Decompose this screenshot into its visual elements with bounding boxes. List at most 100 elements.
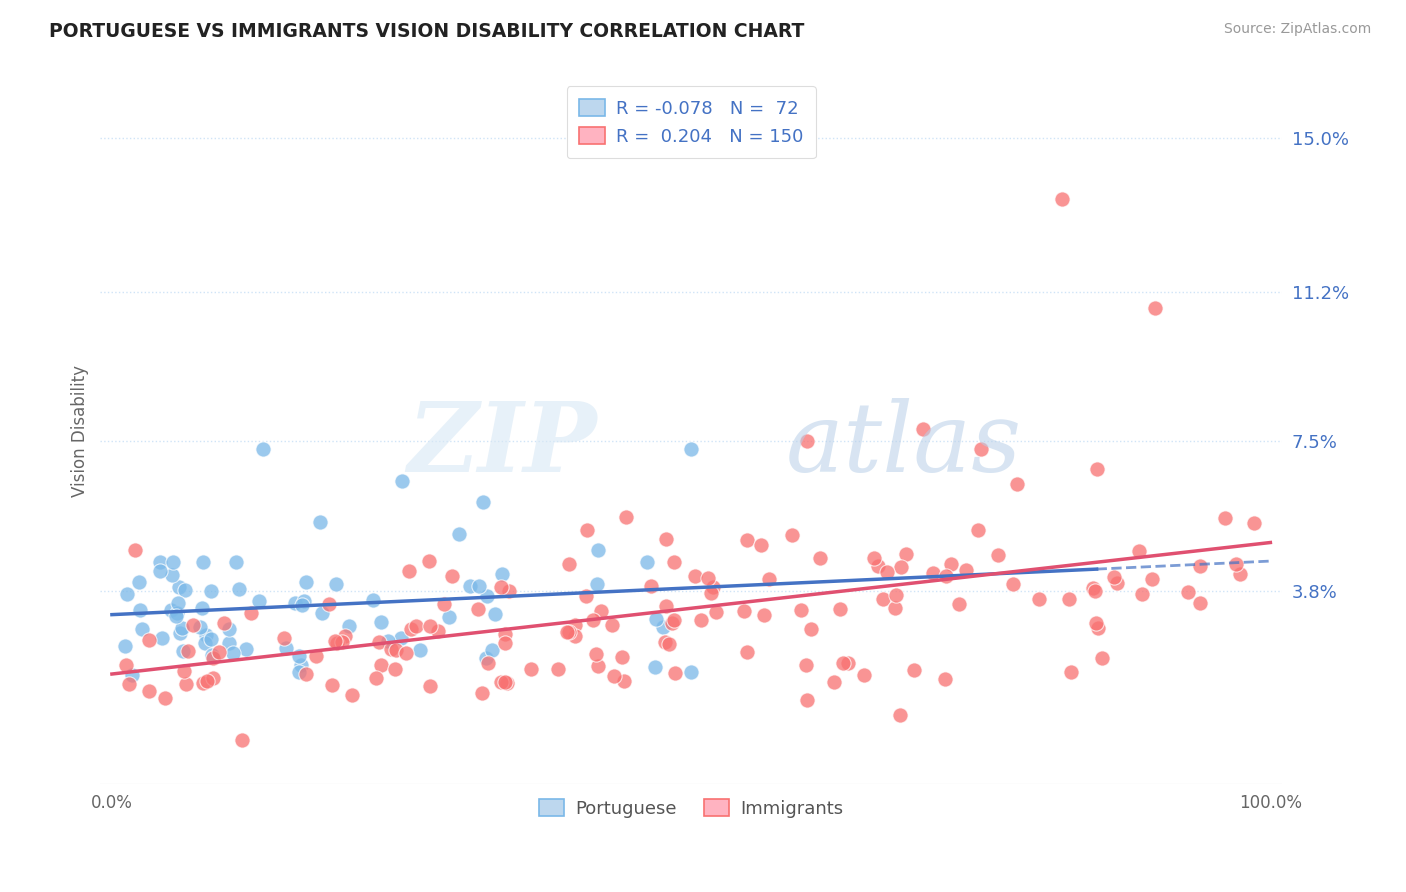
Point (471, 686, 494, 700)
Point (644, 660, 666, 674)
Point (800, 622, 823, 636)
Point (309, 515, 332, 529)
Point (370, 657, 392, 672)
Point (475, 590, 498, 604)
Point (467, 601, 489, 615)
Point (333, 629, 356, 643)
Point (661, 616, 683, 631)
Point (212, 615, 235, 630)
Point (955, 563, 977, 577)
Point (385, 643, 408, 657)
Point (494, 626, 516, 640)
Point (172, 621, 194, 635)
Point (201, 648, 224, 663)
Point (603, 669, 626, 683)
Point (398, 564, 420, 578)
Point (361, 592, 384, 607)
Point (690, 613, 713, 627)
Point (1002, 576, 1025, 591)
Point (830, 601, 852, 615)
Point (311, 606, 333, 620)
Point (520, 662, 543, 676)
Point (890, 560, 912, 574)
Point (780, 528, 803, 542)
Point (498, 583, 520, 598)
Point (664, 613, 686, 627)
Point (292, 594, 315, 608)
Point (325, 635, 347, 649)
Point (831, 656, 853, 670)
Point (922, 566, 945, 580)
Point (1085, 462, 1108, 476)
Point (291, 598, 314, 612)
Point (640, 579, 662, 593)
Point (884, 601, 907, 615)
Point (395, 646, 418, 660)
Point (1188, 559, 1211, 574)
Point (489, 580, 512, 594)
Point (118, 677, 141, 691)
Point (651, 620, 673, 634)
Point (225, 555, 247, 569)
Point (1028, 592, 1050, 607)
Point (796, 657, 818, 672)
Point (195, 628, 218, 642)
Point (589, 604, 612, 618)
Point (160, 602, 183, 616)
Point (475, 650, 498, 665)
Point (1091, 651, 1114, 665)
Point (340, 688, 363, 702)
Point (121, 668, 143, 682)
Point (273, 631, 295, 645)
Point (202, 651, 225, 665)
Point (491, 566, 513, 581)
Point (557, 624, 579, 639)
Point (330, 635, 353, 649)
Point (484, 607, 506, 621)
Point (575, 589, 598, 603)
Point (418, 554, 440, 568)
Point (586, 658, 609, 673)
Point (129, 603, 152, 617)
Point (547, 662, 569, 676)
Text: ZIP: ZIP (406, 398, 596, 492)
Point (796, 693, 818, 707)
Point (228, 582, 250, 596)
Point (288, 649, 311, 664)
Point (496, 676, 519, 690)
Point (1102, 569, 1125, 583)
Point (218, 636, 240, 650)
Point (173, 583, 195, 598)
Point (602, 618, 624, 632)
Point (1143, 301, 1166, 315)
Point (426, 624, 449, 639)
Point (911, 422, 934, 436)
Point (758, 573, 780, 587)
Y-axis label: Vision Disability: Vision Disability (72, 365, 89, 497)
Point (948, 597, 970, 611)
Point (1140, 572, 1163, 586)
Point (1188, 596, 1211, 610)
Point (131, 622, 153, 636)
Point (124, 543, 146, 558)
Point (231, 733, 253, 747)
Point (449, 527, 471, 541)
Point (339, 619, 361, 633)
Point (970, 442, 993, 456)
Point (681, 665, 703, 679)
Point (468, 579, 491, 593)
Point (181, 618, 204, 632)
Point (201, 671, 224, 685)
Point (494, 674, 516, 689)
Point (586, 577, 609, 591)
Point (1130, 587, 1153, 601)
Point (377, 633, 399, 648)
Point (1084, 616, 1107, 631)
Point (391, 475, 413, 489)
Point (128, 575, 150, 590)
Point (751, 538, 773, 552)
Point (162, 567, 184, 582)
Point (1083, 582, 1105, 596)
Point (295, 666, 318, 681)
Point (177, 644, 200, 658)
